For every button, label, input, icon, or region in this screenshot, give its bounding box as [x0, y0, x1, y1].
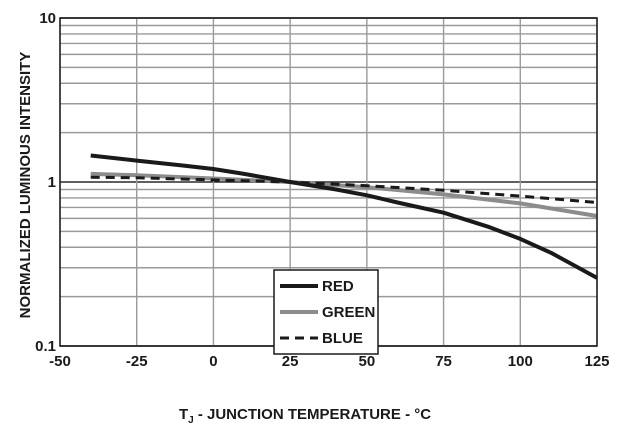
legend-label-green: GREEN — [322, 304, 375, 321]
legend-label-red: RED — [322, 278, 354, 295]
tick-labels: -50 -25 0 25 50 75 100 125 0.1 1 10 — [35, 10, 609, 370]
x-tick-label: 50 — [359, 353, 376, 370]
x-tick-label: 100 — [508, 353, 533, 370]
x-tick-label: -50 — [49, 353, 71, 370]
x-axis-title: TJ - JUNCTION TEMPERATURE - °C — [179, 406, 431, 426]
x-axis-title-t: T — [179, 406, 188, 423]
x-axis-title-sub: J — [188, 415, 194, 426]
x-tick-label: 75 — [435, 353, 452, 370]
y-tick-label: 0.1 — [35, 338, 56, 355]
series-line-red — [90, 153, 598, 280]
series-line-green — [90, 171, 598, 218]
x-tick-label: 25 — [282, 353, 299, 370]
y-tick-label: 1 — [48, 174, 56, 191]
legend: RED GREEN BLUE — [273, 269, 379, 355]
y-tick-label: 10 — [39, 10, 56, 27]
x-axis-title-rest: - JUNCTION TEMPERATURE - °C — [194, 406, 432, 423]
y-axis-title: NORMALIZED LUMINOUS INTENSITY — [17, 52, 34, 319]
legend-label-blue: BLUE — [322, 330, 363, 347]
x-tick-label: 125 — [584, 353, 609, 370]
series-lines — [90, 153, 598, 280]
x-tick-label: -25 — [126, 353, 148, 370]
x-tick-label: 0 — [209, 353, 217, 370]
